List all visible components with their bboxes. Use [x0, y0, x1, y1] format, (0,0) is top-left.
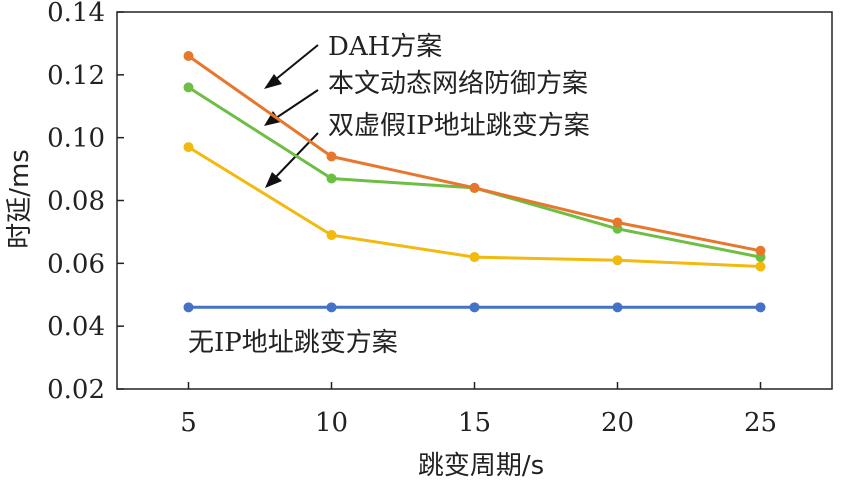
data-point-0: [755, 245, 766, 256]
series-label-dah: DAH方案: [328, 32, 442, 62]
series-line-2: [187, 145, 761, 268]
data-point-3: [183, 302, 194, 313]
data-point-2: [469, 252, 480, 263]
x-tick-label: 20: [601, 408, 634, 438]
data-point-3: [469, 302, 480, 313]
y-axis-title: 时延/ms: [5, 149, 35, 249]
data-point-0: [326, 151, 337, 162]
data-point-2: [183, 142, 194, 153]
y-tick-label: 0.12: [47, 61, 105, 91]
x-tick-label: 5: [180, 408, 197, 438]
data-point-0: [469, 182, 480, 193]
series-label-no-hopping: 无IP地址跳变方案: [188, 328, 398, 358]
series-label-dual-fake-ip: 双虚假IP地址跳变方案: [328, 111, 590, 141]
data-point-2: [755, 261, 766, 272]
x-tick-label: 10: [315, 408, 348, 438]
data-point-3: [326, 302, 337, 313]
data-point-1: [183, 82, 194, 93]
data-point-2: [326, 230, 337, 241]
data-point-3: [612, 302, 623, 313]
y-tick-label: 0.06: [47, 249, 105, 279]
y-tick-label: 0.04: [47, 312, 105, 342]
y-tick-label: 0.10: [47, 124, 105, 154]
y-tick-label: 0.02: [47, 375, 105, 405]
x-tick-label: 25: [744, 408, 777, 438]
x-tick-label: 15: [458, 408, 491, 438]
data-point-3: [755, 302, 766, 313]
x-axis-title: 跳变周期/s: [418, 451, 544, 481]
y-tick-label: 0.08: [47, 187, 105, 217]
data-point-0: [612, 217, 623, 228]
series-label-proposed: 本文动态网络防御方案: [328, 69, 588, 99]
y-tick-label: 0.14: [47, 0, 105, 28]
data-point-1: [326, 173, 337, 184]
data-point-0: [183, 50, 194, 61]
data-point-2: [612, 255, 623, 266]
